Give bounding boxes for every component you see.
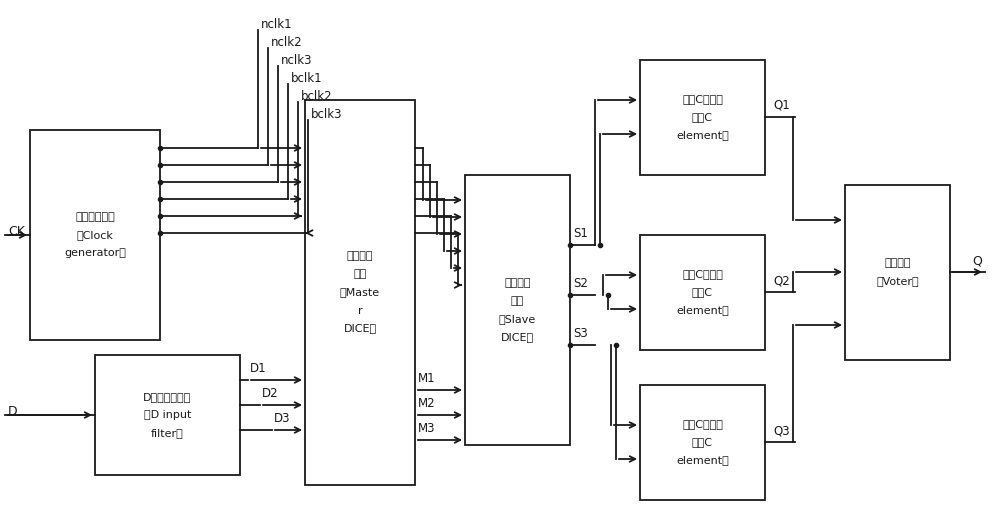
Bar xyxy=(640,385,765,500)
Text: S2: S2 xyxy=(573,277,588,290)
Text: 时钒产生电路: 时钒产生电路 xyxy=(75,212,115,222)
Text: element）: element） xyxy=(676,306,729,315)
Bar xyxy=(465,175,570,445)
Text: D输入滤波电路: D输入滤波电路 xyxy=(143,392,192,402)
Text: （Voter）: （Voter） xyxy=(876,277,919,286)
Text: 表决电路: 表决电路 xyxy=(884,258,911,268)
Text: Q3: Q3 xyxy=(773,424,790,437)
Text: D1: D1 xyxy=(250,362,267,375)
Text: （D input: （D input xyxy=(144,410,191,420)
Text: Q: Q xyxy=(972,254,982,267)
Text: S3: S3 xyxy=(573,327,588,340)
Text: CK: CK xyxy=(8,225,25,238)
Text: D2: D2 xyxy=(262,387,279,400)
Text: 路（C: 路（C xyxy=(692,113,713,123)
Text: nclk1: nclk1 xyxy=(261,19,293,32)
Text: DICE）: DICE） xyxy=(501,332,534,342)
Text: 第三C单元电: 第三C单元电 xyxy=(682,95,723,104)
Text: r: r xyxy=(358,306,362,315)
Text: M1: M1 xyxy=(418,372,436,385)
Text: M2: M2 xyxy=(418,397,436,410)
Text: Q2: Q2 xyxy=(773,274,790,287)
Text: （Clock: （Clock xyxy=(77,230,113,240)
Text: nclk3: nclk3 xyxy=(281,54,312,68)
Text: D: D xyxy=(8,405,18,418)
Text: nclk2: nclk2 xyxy=(271,37,303,50)
Bar xyxy=(845,185,950,360)
Text: M3: M3 xyxy=(418,422,436,435)
Text: 主互锁存: 主互锁存 xyxy=(347,251,373,262)
Text: filter）: filter） xyxy=(151,428,184,438)
Bar xyxy=(640,235,765,350)
Text: DICE）: DICE） xyxy=(343,324,377,333)
Text: bclk1: bclk1 xyxy=(291,72,323,85)
Text: 电路: 电路 xyxy=(353,269,367,280)
Bar xyxy=(640,60,765,175)
Text: 第二C单元电: 第二C单元电 xyxy=(682,269,723,280)
Text: （Slave: （Slave xyxy=(499,314,536,324)
Bar xyxy=(305,100,415,485)
Text: bclk3: bclk3 xyxy=(311,109,342,121)
Bar xyxy=(30,130,160,340)
Text: Q1: Q1 xyxy=(773,99,790,112)
Text: 路（C: 路（C xyxy=(692,437,713,448)
Text: （Maste: （Maste xyxy=(340,287,380,297)
Text: element）: element） xyxy=(676,130,729,141)
Text: 从互锁存: 从互锁存 xyxy=(504,278,531,288)
Bar xyxy=(95,355,240,475)
Text: generator）: generator） xyxy=(64,248,126,258)
Text: 第一C单元电: 第一C单元电 xyxy=(682,419,723,430)
Text: D3: D3 xyxy=(274,412,290,425)
Text: S1: S1 xyxy=(573,227,588,240)
Text: 电路: 电路 xyxy=(511,296,524,306)
Text: bclk2: bclk2 xyxy=(301,90,333,103)
Text: element）: element） xyxy=(676,455,729,465)
Text: 路（C: 路（C xyxy=(692,287,713,297)
